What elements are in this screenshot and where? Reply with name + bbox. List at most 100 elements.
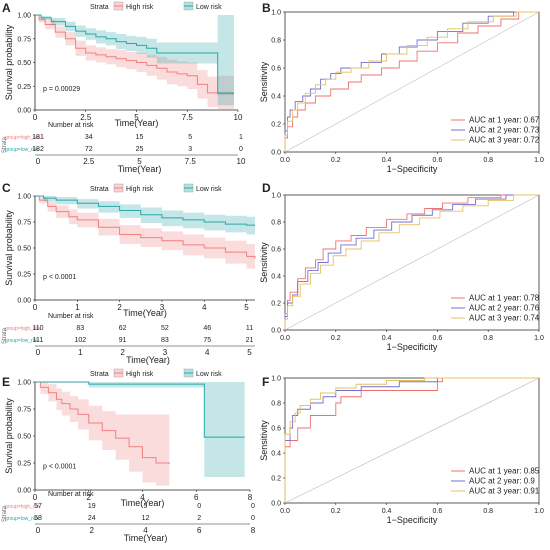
x-tick-label-5: 1.0 — [534, 335, 544, 342]
x-tick-label-2: 4 — [140, 493, 145, 502]
x-axis-label: Time(Year) — [115, 118, 159, 128]
risk-table-cell-1-5: 21 — [246, 337, 254, 344]
x-tick-label-3: 0.6 — [433, 335, 443, 342]
reference-diagonal — [284, 194, 540, 331]
risk-table-cell-1-4: 75 — [203, 337, 211, 344]
x-axis-label: Time(Year) — [123, 308, 167, 318]
panel-label-A: A — [2, 1, 11, 15]
panel-label-C: C — [2, 181, 11, 195]
x-tick-label-5: 1.0 — [534, 508, 544, 515]
roc-curve-B-0 — [284, 11, 539, 152]
x-tick-label-1: 2 — [87, 493, 92, 502]
roc-curve-F-0 — [284, 377, 539, 503]
risk-table-cell-0-3: 5 — [188, 134, 192, 141]
legend-title: Strata — [90, 371, 109, 378]
ci-band-C-0 — [35, 196, 255, 271]
risk-table-cell-1-2: 25 — [136, 146, 144, 153]
x-tick-label-1: 1 — [75, 303, 80, 312]
x-tick-label-3: 0.6 — [433, 508, 443, 515]
y-tick-label-4: 1.00 — [17, 380, 31, 387]
x-tick-label-2: 5 — [134, 113, 139, 122]
risk-table-tick-label-2: 2 — [120, 348, 125, 357]
y-tick-label-0: 0.0 — [271, 328, 281, 335]
risk-table-tick-label-1: 1 — [78, 348, 83, 357]
x-tick-label-4: 0.8 — [483, 335, 493, 342]
x-tick-label-0: 0.0 — [280, 157, 290, 164]
risk-table-cell-0-1: 34 — [85, 134, 93, 141]
x-tick-label-4: 0.8 — [483, 508, 493, 515]
risk-table-cell-1-0: 182 — [32, 146, 44, 153]
x-tick-label-2: 0.4 — [382, 335, 392, 342]
p-value-annotation: p < 0.0001 — [43, 274, 76, 281]
y-axis-label: Survival probability — [4, 210, 14, 286]
risk-table-row-label-0: group=high_risk — [5, 504, 41, 510]
risk-table-tick-label-3: 7.5 — [185, 157, 197, 166]
risk-table-xlabel: Time(Year) — [118, 164, 162, 174]
risk-table-cell-0-4: 46 — [203, 325, 211, 332]
x-axis-label: 1−Specificity — [387, 342, 438, 352]
y-tick-label-4: 0.8 — [271, 220, 281, 227]
y-tick-label-5: 1.0 — [271, 193, 281, 200]
y-tick-label-1: 0.25 — [17, 272, 31, 279]
risk-table-tick-label-2: 4 — [143, 526, 148, 535]
risk-table-cell-0-5: 11 — [246, 325, 253, 332]
x-axis-label: 1−Specificity — [387, 164, 438, 174]
risk-table-cell-0-2: 62 — [119, 325, 127, 332]
legend-label-2: AUC at 3 year: 0.91 — [469, 487, 540, 496]
legend-label-1: Low risk — [196, 4, 222, 11]
y-tick-label-1: 0.2 — [271, 122, 281, 129]
risk-table-cell-0-0: 57 — [34, 503, 42, 510]
y-tick-label-5: 1.0 — [271, 376, 281, 383]
ci-band-A-1 — [35, 15, 234, 106]
p-value-annotation: p = 0.00029 — [43, 86, 80, 93]
risk-table-cell-0-2: 15 — [136, 134, 144, 141]
legend-label-0: AUC at 1 year: 0.85 — [469, 467, 540, 476]
y-tick-label-2: 0.4 — [271, 451, 281, 458]
y-tick-label-2: 0.50 — [17, 246, 31, 253]
x-tick-label-1: 2.5 — [80, 113, 92, 122]
legend-label-2: AUC at 3 year: 0.72 — [469, 136, 540, 145]
x-tick-label-1: 0.2 — [331, 335, 341, 342]
risk-table-xlabel: Time(Year) — [124, 533, 168, 543]
x-axis-label: 1−Specificity — [387, 515, 438, 525]
y-tick-label-0: 0.0 — [271, 150, 281, 157]
ci-band-E-1 — [35, 382, 245, 478]
legend-label-2: AUC at 3 year: 0.74 — [469, 314, 540, 323]
y-axis-label: Sensitivity — [259, 61, 269, 102]
y-tick-label-4: 0.8 — [271, 401, 281, 408]
x-tick-label-0: 0.0 — [280, 335, 290, 342]
survival-line-C-0 — [35, 195, 256, 259]
risk-table-cell-0-2: 5 — [144, 503, 148, 510]
x-tick-label-2: 2 — [117, 303, 122, 312]
risk-table-tick-label-1: 2 — [90, 526, 95, 535]
risk-table-cell-1-0: 58 — [34, 515, 42, 522]
risk-table-cell-0-0: 110 — [32, 325, 43, 332]
y-axis-label: Sensitivity — [259, 420, 269, 461]
panel-label-E: E — [2, 375, 10, 389]
risk-table-cell-1-1: 24 — [88, 515, 96, 522]
risk-table-xlabel: Time(Year) — [126, 355, 170, 365]
survival-line-A-1 — [35, 14, 234, 94]
y-tick-label-4: 0.8 — [271, 38, 281, 45]
x-tick-label-2: 0.4 — [382, 508, 392, 515]
legend-title: Strata — [90, 186, 109, 193]
y-tick-label-1: 0.2 — [271, 476, 281, 483]
x-tick-label-3: 7.5 — [182, 113, 194, 122]
x-tick-label-3: 0.6 — [433, 157, 443, 164]
roc-curve-D-1 — [284, 194, 539, 330]
y-tick-label-2: 0.50 — [17, 60, 31, 67]
y-tick-label-5: 1.0 — [271, 10, 281, 17]
x-tick-label-4: 10 — [234, 113, 243, 122]
y-tick-label-3: 0.6 — [271, 426, 281, 433]
risk-table-tick-label-0: 0 — [36, 157, 41, 166]
roc-curve-D-0 — [284, 194, 539, 330]
x-tick-label-1: 0.2 — [331, 508, 341, 515]
panel-label-F: F — [262, 375, 269, 389]
y-axis-label: Survival probability — [4, 398, 14, 474]
risk-table-ylabel: Strata — [2, 136, 8, 153]
panel-label-B: B — [262, 1, 271, 15]
risk-table-tick-label-4: 10 — [237, 157, 246, 166]
risk-table-tick-label-3: 3 — [163, 348, 168, 357]
roc-curve-F-2 — [284, 377, 539, 503]
y-tick-label-2: 0.50 — [17, 434, 31, 441]
